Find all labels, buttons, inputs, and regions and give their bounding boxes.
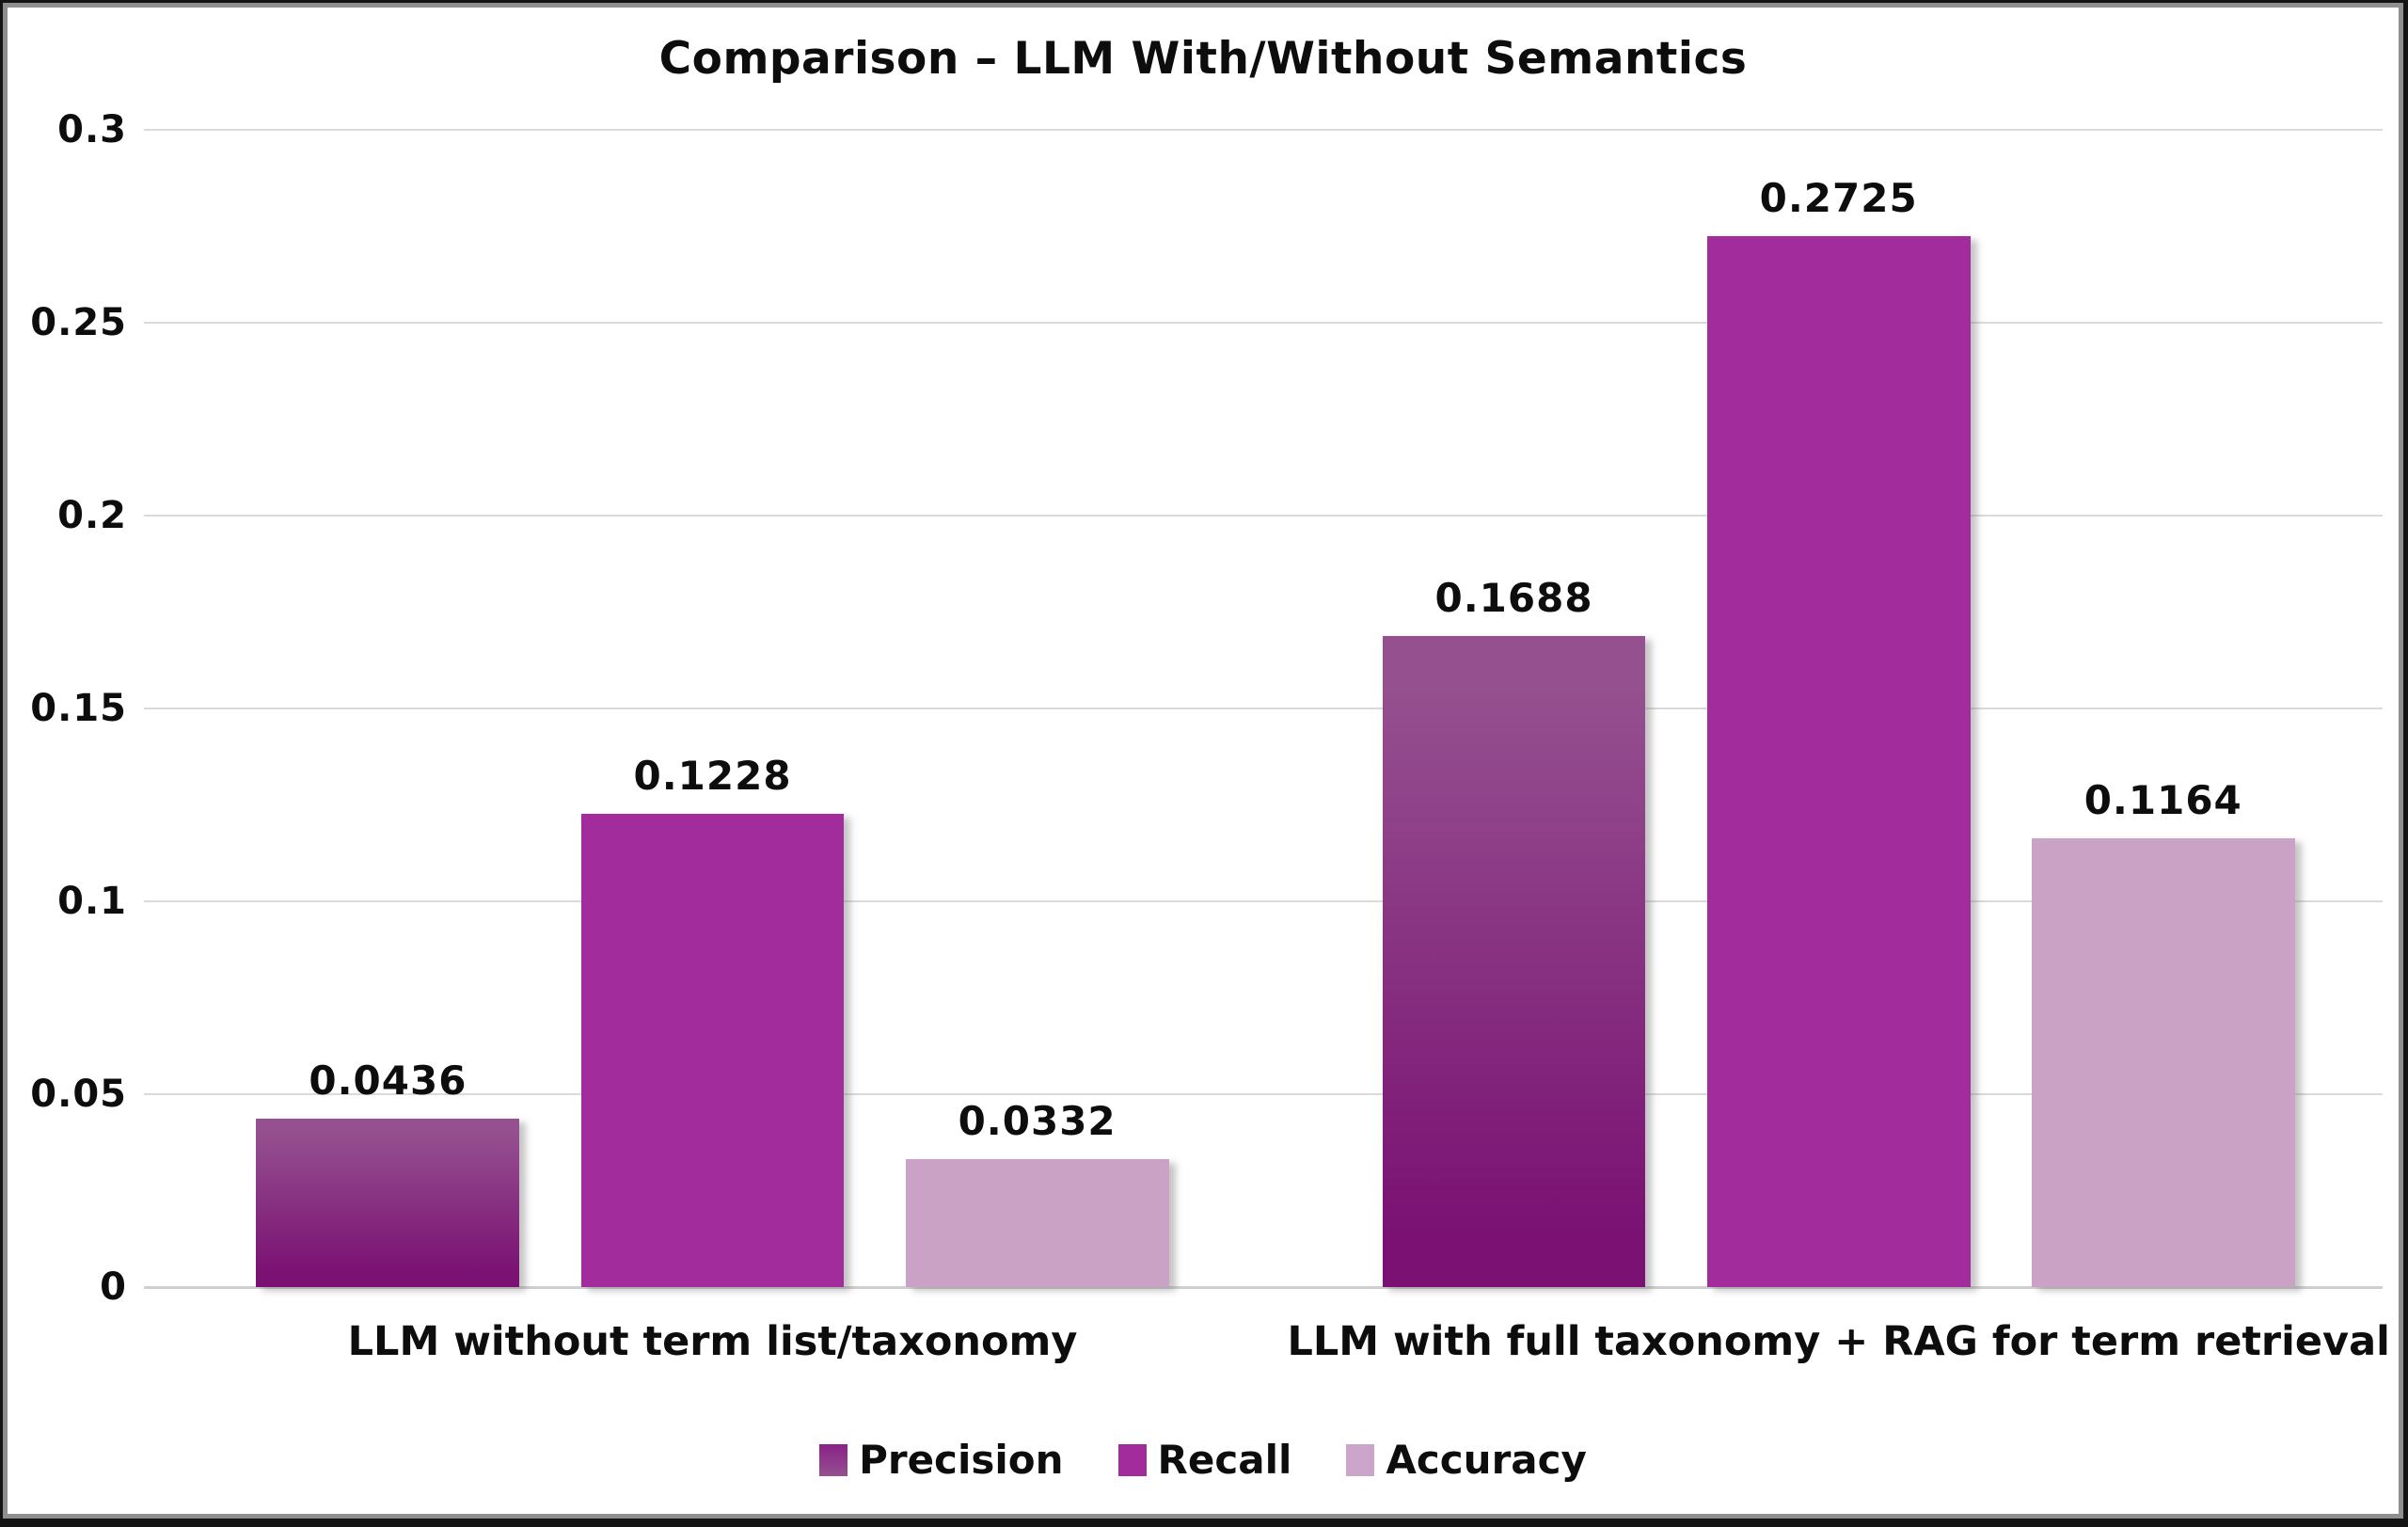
x-axis-baseline [144, 1286, 2383, 1289]
x-axis-category-label-2: LLM with full taxonomy + RAG for term re… [1287, 1318, 2390, 1365]
bar-value-label-accuracy-2: 0.1164 [2083, 776, 2242, 823]
legend-swatch-recall-icon [1117, 1443, 1147, 1476]
legend-label-precision: Precision [859, 1437, 1064, 1483]
y-axis-tick-label: 0 [100, 1265, 127, 1309]
bar-value-label-recall-1: 0.1228 [633, 752, 792, 799]
y-axis-tick-label: 0.3 [57, 108, 127, 151]
legend-item-precision: Precision [819, 1437, 1064, 1483]
y-axis-tick-label: 0.15 [30, 687, 127, 730]
legend-label-recall: Recall [1157, 1437, 1292, 1483]
legend: Precision Recall Accuracy [3, 1437, 2403, 1483]
gridline [144, 899, 2383, 902]
gridline [144, 129, 2383, 131]
bar-precision-2 [1382, 635, 1646, 1287]
bar-accuracy-1 [905, 1158, 1169, 1287]
y-axis-tick-label: 0.1 [57, 880, 127, 923]
y-axis: 0.3 0.25 0.2 0.15 0.1 0.05 0 [3, 108, 127, 1309]
y-axis-tick-label: 0.05 [30, 1073, 127, 1116]
gridline [144, 1093, 2383, 1095]
legend-item-recall: Recall [1117, 1437, 1292, 1483]
legend-item-accuracy: Accuracy [1346, 1437, 1587, 1483]
bar-value-label-recall-2: 0.2725 [1759, 174, 1918, 221]
bar-recall-1 [580, 813, 845, 1287]
y-axis-tick-label: 0.25 [30, 301, 127, 344]
legend-swatch-precision-icon [819, 1443, 848, 1476]
y-axis-tick-label: 0.2 [57, 494, 127, 537]
bar-recall-2 [1706, 235, 1971, 1287]
gridline [144, 708, 2383, 709]
bar-accuracy-2 [2031, 837, 2295, 1287]
legend-swatch-accuracy-icon [1346, 1443, 1375, 1476]
chart-title: Comparison – LLM With/Without Semantics [658, 33, 1748, 85]
gridline [144, 321, 2383, 324]
bar-value-label-precision-1: 0.0436 [309, 1058, 467, 1105]
x-axis: LLM without term list/taxonomy LLM with f… [144, 1318, 2390, 1384]
bar-precision-1 [256, 1119, 520, 1287]
x-axis-category-label-1: LLM without term list/taxonomy [347, 1318, 1078, 1365]
legend-label-accuracy: Accuracy [1386, 1437, 1587, 1483]
plot-area: 0.0436 0.1228 0.0332 0.1688 0.2725 0.1164 [144, 129, 2383, 1289]
gridline [144, 514, 2383, 517]
bar-value-label-accuracy-1: 0.0332 [958, 1097, 1117, 1144]
bar-value-label-precision-2: 0.1688 [1434, 574, 1593, 621]
